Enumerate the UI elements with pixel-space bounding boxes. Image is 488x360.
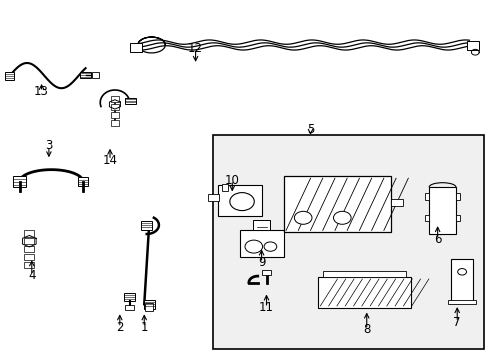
Text: 7: 7	[452, 316, 460, 329]
Bar	[24, 254, 34, 260]
Bar	[252, 220, 270, 230]
Bar	[13, 176, 25, 187]
Circle shape	[457, 269, 466, 275]
Text: 4: 4	[28, 269, 36, 282]
Text: 3: 3	[45, 139, 53, 152]
Text: 14: 14	[102, 154, 117, 167]
Circle shape	[244, 240, 262, 253]
Bar	[24, 246, 34, 252]
Text: 9: 9	[257, 256, 265, 269]
Bar	[24, 230, 34, 237]
Bar	[143, 300, 154, 309]
Text: 13: 13	[34, 85, 49, 98]
Bar	[124, 305, 134, 310]
Bar	[110, 104, 119, 110]
Bar	[125, 98, 136, 104]
Bar	[455, 193, 459, 200]
Bar	[425, 215, 428, 221]
Bar	[217, 185, 261, 216]
Bar	[24, 262, 34, 268]
Bar	[447, 300, 475, 304]
Bar	[239, 230, 283, 257]
Bar	[207, 194, 218, 201]
Bar	[110, 112, 119, 118]
Bar	[78, 177, 88, 186]
Text: 2: 2	[116, 321, 123, 334]
Bar	[80, 72, 91, 78]
Bar	[110, 120, 119, 126]
Bar	[141, 220, 152, 230]
Text: 11: 11	[259, 301, 273, 314]
Text: 1: 1	[140, 321, 148, 334]
Bar	[212, 135, 483, 349]
Bar	[455, 215, 459, 221]
Bar	[92, 72, 99, 78]
Bar	[322, 271, 405, 277]
Bar	[110, 96, 119, 102]
Bar	[425, 193, 428, 200]
Bar	[261, 270, 271, 275]
Circle shape	[264, 242, 276, 251]
Bar	[222, 184, 228, 191]
Bar	[317, 277, 410, 308]
Circle shape	[229, 193, 254, 211]
Bar	[24, 238, 34, 244]
Bar	[145, 303, 153, 311]
Bar	[124, 293, 135, 301]
Bar	[466, 41, 478, 50]
Bar	[283, 176, 390, 232]
Bar	[428, 187, 455, 234]
Text: 10: 10	[224, 174, 239, 186]
Text: 5: 5	[306, 123, 314, 136]
Text: 8: 8	[362, 323, 370, 336]
Text: 6: 6	[433, 233, 441, 246]
Text: 12: 12	[188, 42, 203, 55]
Bar	[5, 72, 14, 80]
Bar	[450, 259, 472, 301]
Circle shape	[333, 211, 350, 224]
Circle shape	[294, 211, 311, 224]
Bar	[129, 43, 142, 52]
Bar	[390, 199, 403, 206]
